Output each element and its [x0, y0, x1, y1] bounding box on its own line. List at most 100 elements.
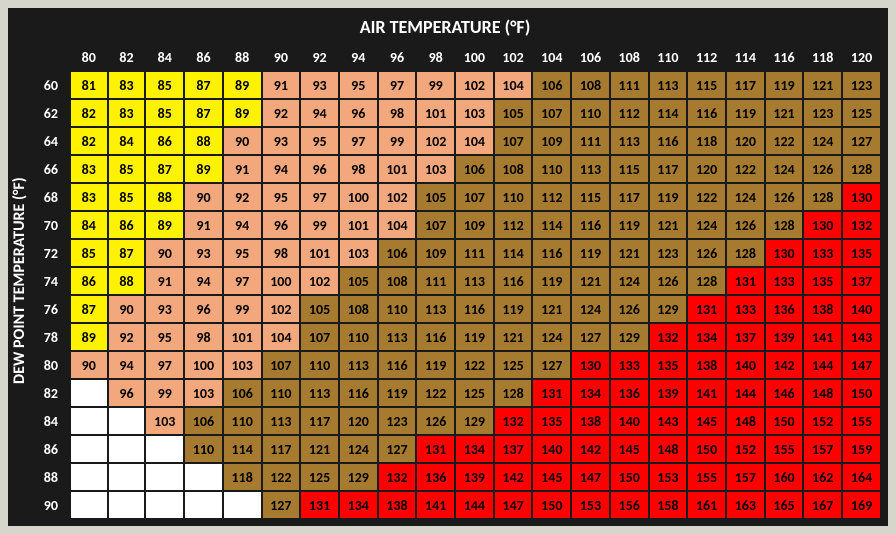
heat-index-cell: 91 — [146, 268, 183, 294]
heat-index-cell: 148 — [804, 380, 841, 406]
heat-index-cell: 83 — [71, 156, 107, 182]
heat-index-cell: 114 — [495, 240, 532, 266]
heat-index-cell: 90 — [71, 352, 107, 378]
heat-index-cell: 117 — [301, 408, 338, 434]
heat-index-cell: 103 — [146, 408, 183, 434]
heat-index-cell: 121 — [804, 72, 841, 98]
heat-index-cell: 105 — [340, 268, 377, 294]
heat-index-cell: 100 — [340, 184, 377, 210]
heat-index-cell: 139 — [766, 324, 803, 350]
heat-index-cell: 100 — [185, 352, 222, 378]
heat-index-cell: 133 — [766, 268, 803, 294]
heat-index-cell: 88 — [109, 268, 145, 294]
heat-index-cell: 135 — [533, 408, 570, 434]
heat-index-cell: 156 — [611, 492, 648, 518]
corner-cell — [33, 44, 69, 70]
heat-index-cell: 145 — [533, 464, 570, 490]
air-temp-header: 104 — [533, 44, 570, 70]
heat-index-cell: 109 — [533, 128, 570, 154]
heat-index-cell — [71, 436, 107, 462]
heat-index-cell: 148 — [650, 436, 687, 462]
heat-index-cell: 112 — [611, 100, 648, 126]
heat-index-cell: 102 — [456, 72, 493, 98]
air-temp-header: 88 — [224, 44, 261, 70]
heat-index-cell: 113 — [572, 156, 609, 182]
heat-index-cell: 87 — [185, 72, 222, 98]
heat-index-cell: 132 — [650, 324, 687, 350]
heat-index-cell: 162 — [804, 464, 841, 490]
heat-index-cell: 161 — [688, 492, 725, 518]
heat-index-cell: 157 — [804, 436, 841, 462]
heat-index-cell: 138 — [572, 408, 609, 434]
heat-index-cell: 148 — [727, 408, 764, 434]
heat-index-cell: 111 — [572, 128, 609, 154]
heat-index-cell: 85 — [71, 240, 107, 266]
heat-index-cell — [71, 408, 107, 434]
heat-index-cell: 111 — [456, 240, 493, 266]
heat-index-cell: 107 — [301, 324, 338, 350]
heat-index-cell: 116 — [456, 296, 493, 322]
heat-index-cell: 128 — [843, 156, 880, 182]
heat-index-cell: 107 — [417, 212, 454, 238]
heat-index-cell: 94 — [224, 212, 261, 238]
heat-index-cell: 150 — [766, 408, 803, 434]
heat-index-cell: 122 — [263, 464, 300, 490]
heat-index-cell: 113 — [379, 324, 416, 350]
heat-index-cell: 126 — [650, 268, 687, 294]
air-temp-header: 86 — [185, 44, 222, 70]
heat-index-cell: 131 — [688, 296, 725, 322]
heat-index-cell: 128 — [495, 380, 532, 406]
dew-point-header: 72 — [33, 240, 69, 266]
heat-index-cell: 131 — [727, 268, 764, 294]
heat-index-cell: 110 — [572, 100, 609, 126]
heat-index-cell: 110 — [533, 156, 570, 182]
heat-index-cell: 94 — [301, 100, 338, 126]
heat-index-cell: 126 — [766, 184, 803, 210]
heat-index-cell: 119 — [611, 212, 648, 238]
heat-index-cell: 132 — [379, 464, 416, 490]
heat-index-cell: 127 — [572, 324, 609, 350]
heat-index-cell: 88 — [185, 128, 222, 154]
heat-index-cell: 122 — [727, 156, 764, 182]
heat-index-cell: 95 — [224, 240, 261, 266]
heat-index-cell: 102 — [417, 128, 454, 154]
heat-index-cell: 158 — [650, 492, 687, 518]
heat-index-cell: 96 — [263, 212, 300, 238]
heat-index-cell: 112 — [495, 212, 532, 238]
heat-index-cell: 140 — [611, 408, 648, 434]
heat-index-cell: 111 — [417, 268, 454, 294]
heat-index-cell: 137 — [727, 324, 764, 350]
heat-index-cell: 98 — [340, 156, 377, 182]
dew-point-header: 64 — [33, 128, 69, 154]
air-temp-header: 96 — [379, 44, 416, 70]
heat-index-cell: 135 — [843, 240, 880, 266]
heat-index-cell: 127 — [843, 128, 880, 154]
heat-index-cell: 146 — [766, 380, 803, 406]
heat-index-cell: 104 — [263, 324, 300, 350]
heat-index-cell: 115 — [688, 72, 725, 98]
heat-index-cell: 147 — [572, 464, 609, 490]
dew-point-header: 60 — [33, 72, 69, 98]
heat-index-cell: 110 — [263, 380, 300, 406]
heat-index-cell: 150 — [688, 436, 725, 462]
air-temp-header: 106 — [572, 44, 609, 70]
heat-index-cell: 119 — [572, 240, 609, 266]
heat-index-cell: 87 — [185, 100, 222, 126]
heat-index-cell: 116 — [533, 240, 570, 266]
heat-index-cell: 147 — [495, 492, 532, 518]
heat-index-cell — [109, 436, 145, 462]
heat-index-cell: 121 — [495, 324, 532, 350]
heat-index-cell: 103 — [340, 240, 377, 266]
heat-index-cell: 124 — [611, 268, 648, 294]
heat-index-cell: 150 — [533, 492, 570, 518]
air-temp-header: 100 — [456, 44, 493, 70]
heat-index-cell: 113 — [650, 72, 687, 98]
air-temp-header: 84 — [146, 44, 183, 70]
heat-index-cell — [146, 492, 183, 518]
heat-index-cell: 119 — [533, 268, 570, 294]
heat-index-cell: 102 — [379, 184, 416, 210]
heat-index-cell: 110 — [340, 324, 377, 350]
heat-index-cell: 135 — [804, 268, 841, 294]
heat-index-cell: 126 — [727, 212, 764, 238]
dew-point-header: 74 — [33, 268, 69, 294]
